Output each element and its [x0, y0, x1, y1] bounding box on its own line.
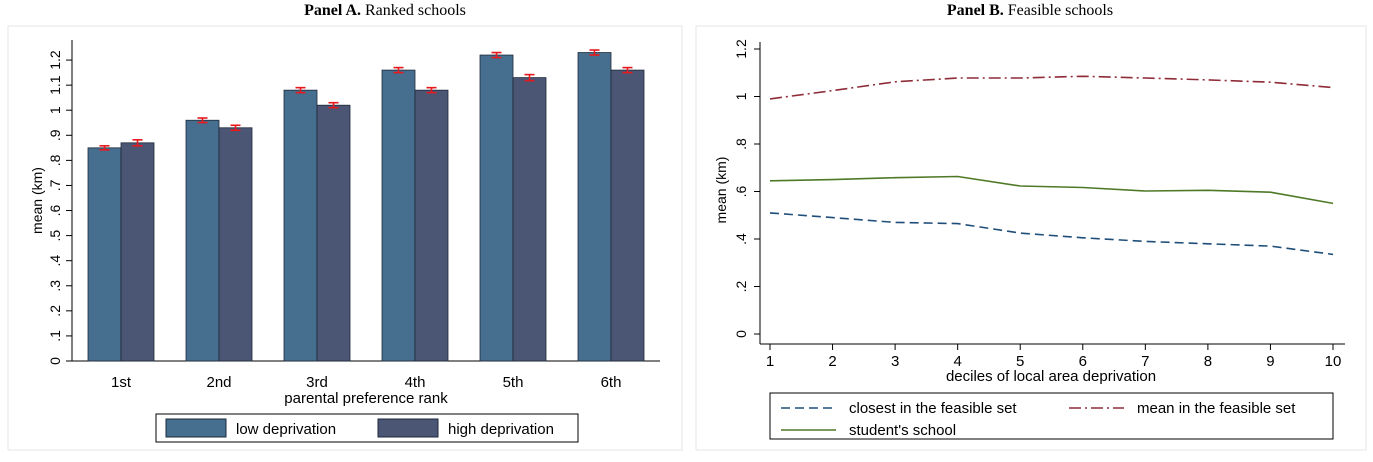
x-tick-label: 3rd — [306, 374, 328, 391]
legend-box — [769, 392, 1334, 440]
y-tick-label: .6 — [47, 204, 63, 216]
y-tick-label: .8 — [47, 154, 63, 166]
x-tick-label: 2 — [828, 353, 836, 370]
y-tick-label: .3 — [47, 280, 63, 292]
legend-label-low: low deprivation — [236, 421, 336, 438]
bar-high-deprivation — [218, 127, 253, 362]
legend-label-high: high deprivation — [448, 421, 554, 438]
line-mean-in-feasible-set — [769, 75, 1334, 100]
x-axis-title: parental preference rank — [284, 390, 448, 407]
x-axis-title: deciles of local area deprivation — [946, 368, 1156, 385]
y-tick-label: .1 — [47, 330, 63, 342]
legend-student-label: student's school — [849, 422, 956, 439]
legend: low deprivation high deprivation — [155, 413, 579, 443]
y-tick-label: .9 — [47, 129, 63, 141]
bar-low-deprivation — [577, 52, 612, 362]
panel-b-frame — [695, 25, 1367, 451]
error-bar — [426, 86, 437, 94]
y-tick-label: 1 — [733, 92, 749, 100]
y-tick-label: .6 — [733, 185, 749, 197]
y-tick-label: 0 — [733, 330, 749, 338]
panel-a-prefix: Panel A. — [304, 2, 361, 19]
y-tick-label: .4 — [733, 233, 749, 245]
panel-a-title: Panel A. Ranked schools — [40, 0, 730, 22]
bar-high-deprivation — [512, 77, 547, 362]
y-tick-label: .8 — [733, 138, 749, 150]
ranked-schools-bar-chart: 0 .1 .2 .3 .4 .5 .6 .7 .8 .9 1 1.1 1.2 mean (km) 1st 2n… — [7, 25, 683, 451]
panel-a-frame — [7, 25, 683, 451]
x-tick-label: 4 — [953, 353, 961, 370]
error-bar — [393, 66, 404, 74]
bar-low-deprivation — [185, 119, 220, 362]
bar-high-deprivation — [120, 142, 155, 362]
error-bar — [230, 124, 241, 132]
legend: closest in the feasible set mean in the f… — [769, 392, 1334, 440]
bar-high-deprivation — [610, 69, 645, 362]
bar-low-deprivation — [87, 147, 122, 362]
error-bar — [524, 73, 535, 82]
x-tick-label: 7 — [1141, 353, 1149, 370]
y-tick-label: .4 — [47, 255, 63, 267]
error-bar — [132, 139, 143, 147]
line-closest-in-feasible-set — [769, 212, 1334, 256]
panel-a-subtitle: Ranked schools — [365, 2, 466, 19]
y-tick-label: .7 — [47, 179, 63, 191]
y-tick-label: 1.1 — [47, 75, 63, 95]
x-tick-label: 5 — [1016, 353, 1024, 370]
error-bar — [589, 49, 600, 56]
error-bar — [622, 66, 633, 74]
error-bar — [295, 86, 306, 94]
x-tick-label: 5th — [503, 374, 524, 391]
legend-swatch-high — [377, 418, 439, 438]
line-students-school — [769, 175, 1334, 205]
y-tick-label: .2 — [47, 305, 63, 317]
error-bar — [99, 145, 110, 151]
x-tick-label: 1 — [766, 353, 774, 370]
x-tick-label: 1st — [111, 374, 132, 391]
x-tick-label: 8 — [1204, 353, 1212, 370]
x-tick-label: 6th — [601, 374, 622, 391]
panel-b-prefix: Panel B. — [946, 2, 1004, 19]
x-tick-label: 2nd — [206, 374, 231, 391]
y-axis-title: mean (km) — [29, 167, 45, 234]
error-bar — [197, 117, 208, 124]
panel-b-title: Panel B. Feasible schools — [690, 0, 1370, 22]
error-bar — [491, 51, 502, 59]
y-tick-label: .5 — [47, 230, 63, 242]
y-tick-label: 0 — [47, 357, 63, 365]
x-tick-label: 10 — [1325, 353, 1342, 370]
x-tick-label: 6 — [1079, 353, 1087, 370]
y-tick-label: 1 — [47, 106, 63, 114]
legend-swatch-low — [165, 418, 227, 438]
panel-b-subtitle: Feasible schools — [1007, 2, 1114, 19]
x-tick-label: 9 — [1266, 353, 1274, 370]
x-tick-label: 3 — [891, 353, 899, 370]
legend-closest-label: closest in the feasible set — [849, 400, 1017, 417]
x-tick-label: 4th — [405, 374, 426, 391]
y-tick-label: 1.2 — [47, 50, 63, 70]
bar-high-deprivation — [316, 104, 351, 362]
y-axis-title: mean (km) — [713, 157, 729, 224]
legend-mean-label: mean in the feasible set — [1137, 400, 1296, 417]
y-tick-label: 1.2 — [733, 39, 749, 59]
y-tick-label: .2 — [733, 280, 749, 292]
error-bar — [328, 101, 339, 109]
